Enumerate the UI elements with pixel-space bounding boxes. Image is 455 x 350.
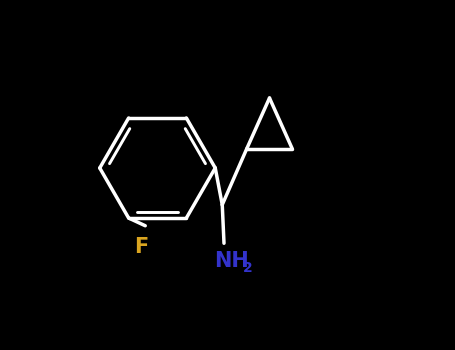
Text: 2: 2 <box>243 261 253 275</box>
Text: NH: NH <box>214 251 248 271</box>
Text: F: F <box>135 237 149 257</box>
